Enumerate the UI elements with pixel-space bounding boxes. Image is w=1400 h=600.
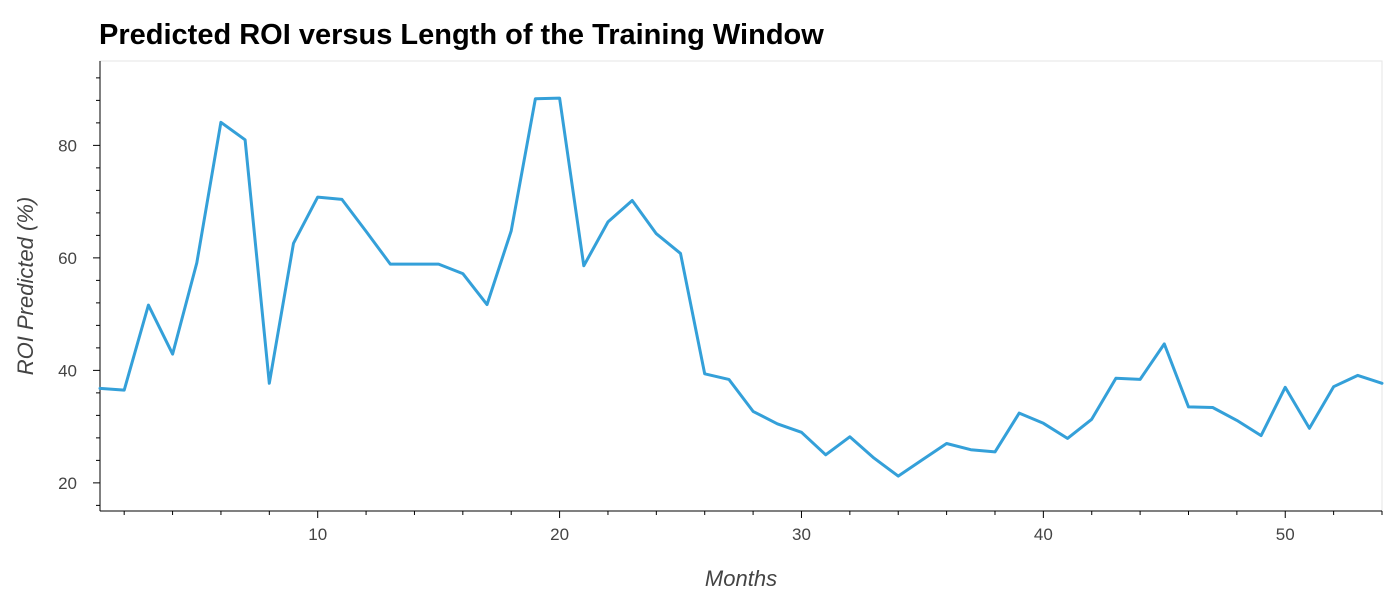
x-tick-label: 50 <box>1276 525 1295 544</box>
y-tick-label: 80 <box>58 136 77 155</box>
y-tick-label: 60 <box>58 249 77 268</box>
x-axis: 10 20 30 40 50 <box>100 510 1383 544</box>
x-tick-label: 10 <box>308 525 327 544</box>
y-tick-label: 20 <box>58 474 77 493</box>
plot-frame <box>99 60 1383 512</box>
roi-series-line <box>98 96 1384 478</box>
y-axis: 20 40 60 80 <box>58 61 101 511</box>
y-axis-label: ROI Predicted (%) <box>13 197 38 376</box>
x-tick-label: 30 <box>792 525 811 544</box>
x-tick-label: 20 <box>550 525 569 544</box>
chart-title: Predicted ROI versus Length of the Train… <box>99 19 824 51</box>
x-tick-label: 40 <box>1034 525 1053 544</box>
y-tick-label: 40 <box>58 361 77 380</box>
x-axis-label: Months <box>705 566 777 591</box>
